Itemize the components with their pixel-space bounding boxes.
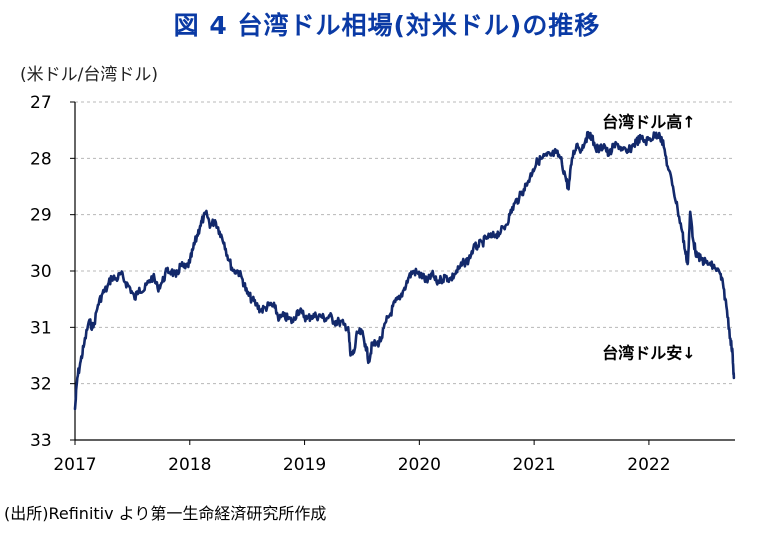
source-note: (出所)Refinitiv より第一生命経済研究所作成 (4, 504, 327, 523)
x-tick-label-2017: 2017 (53, 455, 96, 475)
annotations: 台湾ドル高↑ 台湾ドル安↓ (602, 112, 695, 362)
y-tick-label-30: 30 (30, 262, 52, 282)
y-tick-label-28: 28 (30, 149, 52, 169)
y-axis-unit-label: (米ドル/台湾ドル) (20, 65, 158, 85)
y-tick-label-27: 27 (30, 93, 52, 113)
x-tick-label-2020: 2020 (398, 455, 441, 475)
annotation-0: 台湾ドル高↑ (602, 112, 695, 131)
x-tick-label-2021: 2021 (512, 455, 555, 475)
x-tick-label-2022: 2022 (627, 455, 670, 475)
chart-title: 図 4 台湾ドル相場(対米ドル)の推移 (173, 11, 601, 40)
y-tick-label-29: 29 (30, 206, 52, 226)
y-tick-label-32: 32 (30, 375, 52, 395)
y-tick-label-31: 31 (30, 318, 52, 338)
gridlines (75, 101, 735, 385)
series-layer (73, 130, 736, 411)
series-line-0 (73, 130, 736, 411)
x-tick-label-2018: 2018 (168, 455, 211, 475)
annotation-1: 台湾ドル安↓ (602, 343, 695, 362)
y-tick-label-33: 33 (30, 431, 52, 451)
x-tick-label-2019: 2019 (283, 455, 326, 475)
